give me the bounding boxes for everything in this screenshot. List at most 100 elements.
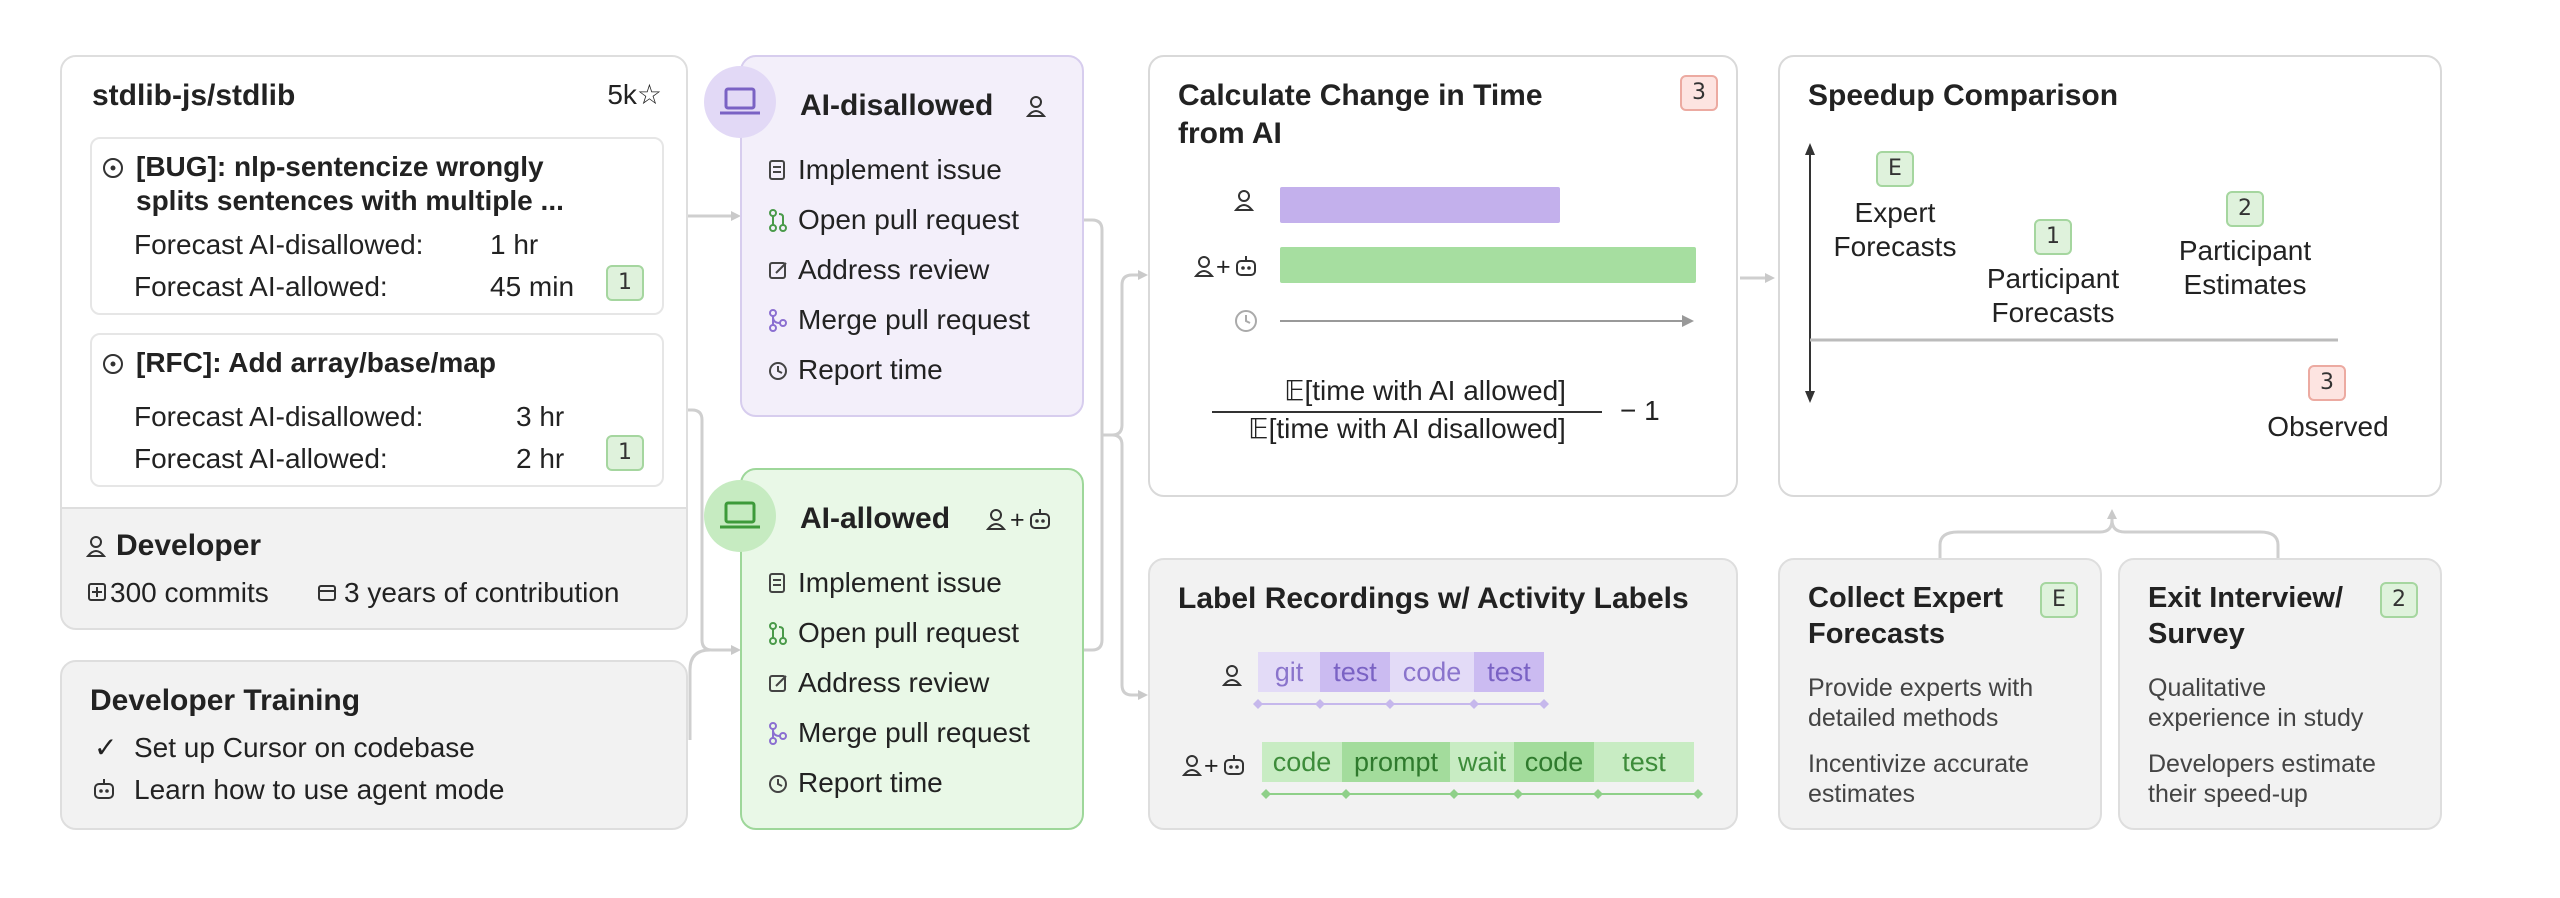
check-icon: ✓	[94, 731, 118, 764]
forecast-disallowed-value: 3 hr	[516, 401, 565, 432]
ai-disallowed-card[interactable]: AI-disallowed Implement issue Open pull …	[740, 55, 1084, 417]
activity-chip: wait	[1450, 742, 1514, 782]
formula-denominator: 𝔼[time with AI disallowed]	[1248, 413, 1566, 444]
robot-icon	[1224, 755, 1244, 775]
activity-chip: test	[1594, 742, 1694, 782]
plus-sign: +	[1010, 506, 1025, 534]
step-label: Merge pull request	[798, 717, 1030, 748]
commits-count: 300 commits	[110, 577, 269, 608]
pull-request-icon	[769, 209, 787, 232]
step-label: Merge pull request	[798, 304, 1030, 335]
clock-icon	[1235, 310, 1257, 332]
contribution-years: 3 years of contribution	[344, 577, 620, 608]
arrow-to-label-card	[1111, 433, 1148, 700]
activity-chip: test	[1320, 652, 1390, 692]
step-label: Open pull request	[798, 204, 1020, 235]
collect-forecasts-card[interactable]: Collect Expert Forecasts E Provide exper…	[1778, 558, 2102, 830]
person-icon	[985, 509, 1007, 530]
label-recordings-card[interactable]: Label Recordings w/ Activity Labels git …	[1148, 558, 1738, 830]
label-card-title: Label Recordings w/ Activity Labels	[1178, 582, 1689, 615]
activity-chip: code	[1390, 652, 1474, 692]
collect-text: estimates	[1808, 780, 1915, 808]
document-icon	[769, 573, 785, 593]
time-bar-allowed	[1280, 247, 1696, 283]
forecast-badge: 1	[606, 265, 644, 301]
forecast-disallowed-value: 1 hr	[490, 229, 539, 260]
forecast-allowed-value: 2 hr	[516, 443, 565, 474]
issue-card-bug[interactable]: [BUG]: nlp-sentencize wrongly splits sen…	[90, 137, 664, 315]
observed-label: Observed	[2267, 411, 2389, 442]
forecast-allowed-label: Forecast AI-allowed:	[134, 443, 388, 474]
participant-forecast-label-cont: Forecasts	[1991, 297, 2115, 328]
issue-card-rfc[interactable]: [RFC]: Add array/base/map Forecast AI-di…	[90, 333, 664, 487]
step-label: Open pull request	[798, 617, 1020, 648]
collect-text: detailed methods	[1808, 704, 1999, 732]
robot-icon	[1030, 509, 1050, 529]
training-item: Set up Cursor on codebase	[134, 732, 475, 763]
activity-chip: prompt	[1342, 742, 1450, 782]
commit-icon	[88, 583, 106, 601]
speedup-card[interactable]: Speedup Comparison E Expert Forecasts 1 …	[1778, 55, 2442, 497]
participant-forecast-badge: 1	[2034, 219, 2072, 255]
issue-open-icon	[103, 354, 123, 374]
condition-title: AI-allowed	[800, 502, 951, 535]
pull-request-icon	[769, 622, 787, 645]
edit-icon	[769, 675, 787, 692]
repo-stars[interactable]: 5k☆	[607, 79, 662, 110]
exit-title: Exit Interview/	[2148, 582, 2344, 614]
step-label: Address review	[798, 254, 990, 285]
developer-title: Developer	[116, 529, 262, 562]
robot-icon	[1236, 256, 1256, 276]
robot-icon	[94, 779, 114, 799]
speedup-title: Speedup Comparison	[1808, 79, 2119, 112]
exit-text: Developers estimate	[2148, 750, 2376, 778]
change-card[interactable]: Calculate Change in Time from AI 3 + 𝔼[t…	[1148, 55, 1738, 497]
document-icon	[769, 160, 785, 180]
activity-chip: code	[1514, 742, 1594, 782]
plus-sign: +	[1204, 752, 1219, 780]
repo-name[interactable]: stdlib-js/stdlib	[92, 79, 296, 112]
forecast-disallowed-label: Forecast AI-disallowed:	[134, 229, 424, 260]
forecast-disallowed-label: Forecast AI-disallowed:	[134, 401, 424, 432]
ai-allowed-card[interactable]: AI-allowed + Implement issue Open pull r…	[740, 468, 1084, 830]
issue-open-icon	[103, 158, 123, 178]
step-label: Report time	[798, 354, 943, 385]
exit-text: their speed-up	[2148, 780, 2308, 808]
participant-estimate-badge: 2	[2380, 582, 2418, 618]
participant-forecast-label: Participant	[1986, 263, 2120, 294]
issue-title: [BUG]: nlp-sentencize wrongly	[136, 151, 544, 182]
edit-icon	[769, 262, 787, 279]
collect-text: Incentivize accurate	[1808, 750, 2029, 778]
clock-icon	[769, 775, 787, 793]
exit-text: Qualitative	[2148, 674, 2267, 702]
person-icon	[1181, 755, 1203, 776]
expert-badge: E	[1876, 151, 1914, 187]
arrow-training-to-allowed	[688, 648, 711, 740]
laptop-icon-disallowed	[704, 66, 776, 138]
forecast-allowed-value: 45 min	[490, 271, 575, 302]
activity-chip: test	[1474, 652, 1544, 692]
person-icon	[85, 536, 107, 557]
expert-label: Expert	[1854, 197, 1936, 228]
laptop-icon-allowed	[704, 480, 776, 552]
formula-minus-one: − 1	[1620, 395, 1660, 426]
timeline-row1	[1253, 699, 1549, 709]
person-icon	[1221, 665, 1243, 686]
observed-badge: 3	[1680, 75, 1718, 111]
timeline-row2	[1261, 789, 1703, 799]
speedup-axes	[1805, 143, 2338, 403]
step-label: Implement issue	[798, 567, 1002, 598]
training-item: Learn how to use agent mode	[134, 774, 505, 805]
participant-estimate-label-cont: Estimates	[2183, 269, 2307, 300]
fraction-bar	[1212, 411, 1602, 413]
person-icon	[1233, 190, 1255, 211]
person-icon	[1193, 256, 1215, 277]
step-label: Report time	[798, 767, 943, 798]
time-bar-disallowed	[1280, 187, 1560, 223]
participant-estimate-label: Participant	[2178, 235, 2312, 266]
change-title-cont: from AI	[1178, 117, 1282, 150]
expert-badge: E	[2040, 582, 2078, 618]
issue-title-cont: splits sentences with multiple ...	[136, 185, 564, 216]
arrow-to-change-card	[1102, 270, 1148, 437]
exit-interview-card[interactable]: Exit Interview/ Survey 2 Qualitative exp…	[2118, 558, 2442, 830]
